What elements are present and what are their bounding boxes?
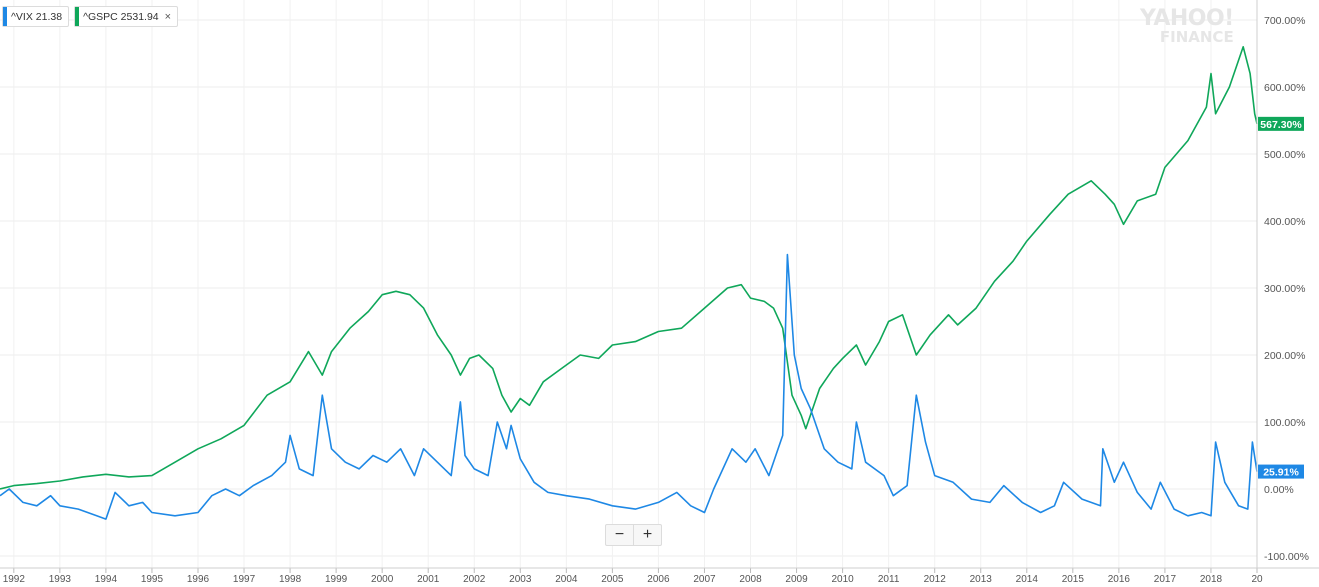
close-icon[interactable]: ×: [164, 10, 172, 23]
gspc-value: 2531.94: [120, 10, 159, 23]
grid: [0, 0, 1258, 570]
vix-symbol: ^VIX: [11, 10, 33, 23]
x-tick-label: 2016: [1108, 574, 1131, 585]
x-tick-label: 1993: [49, 574, 72, 585]
x-axis: 1992 1993 1994 1995 1996 1997 1998 1999 2000 2001…: [0, 567, 1319, 585]
series-line-vix: [0, 253, 1258, 520]
x-tick-label: 2013: [970, 574, 993, 585]
x-tick-label: 1995: [141, 574, 164, 585]
vix-color-swatch: [3, 7, 7, 26]
legend-chip-gspc[interactable]: ^GSPC 2531.94 ×: [74, 6, 179, 27]
x-tick-label: 1994: [95, 574, 118, 585]
x-tick-label: 2002: [463, 574, 486, 585]
x-tick-label: 2008: [739, 574, 762, 585]
zoom-divider: [633, 525, 634, 545]
vix-value: 21.38: [35, 10, 63, 23]
x-tick-label: 1996: [187, 574, 210, 585]
x-tick-label: 1997: [233, 574, 256, 585]
y-axis: 700.00% 600.00% 500.00% 400.00% 300.00% 200.0…: [1256, 0, 1309, 568]
x-tick-label: 2011: [878, 574, 900, 585]
series-line-gspc: [0, 46, 1258, 490]
last-value-label: 567.30%: [1260, 119, 1302, 131]
y-tick-label: 700.00%: [1264, 15, 1305, 27]
x-tick-label: 2003: [509, 574, 532, 585]
x-tick-label: 2001: [417, 574, 440, 585]
x-tick-label: 1992: [3, 574, 26, 585]
gspc-symbol: ^GSPC: [83, 10, 118, 23]
x-tick-label: 2014: [1016, 574, 1039, 585]
watermark-line2: FINANCE: [1159, 28, 1234, 46]
x-tick-label: 2005: [601, 574, 624, 585]
x-tick-label: 2015: [1062, 574, 1085, 585]
x-tick-label: 2017: [1154, 574, 1177, 585]
x-tick-label: 2009: [785, 574, 808, 585]
x-tick-label: 2006: [647, 574, 670, 585]
y-tick-label: 400.00%: [1264, 216, 1305, 228]
zoom-out-button[interactable]: −: [614, 526, 625, 543]
y-tick-label: -100.00%: [1264, 551, 1309, 563]
x-tick-label: 2010: [831, 574, 854, 585]
x-tick-label: 2000: [371, 574, 394, 585]
last-value-badges: 567.30% 25.91%: [1258, 116, 1304, 479]
y-tick-label: 0.00%: [1264, 484, 1294, 496]
y-tick-label: 500.00%: [1264, 149, 1305, 161]
zoom-in-button[interactable]: +: [642, 526, 653, 543]
x-tick-label: 1999: [325, 574, 348, 585]
last-value-label: 25.91%: [1263, 467, 1299, 479]
yahoo-finance-watermark: YAHOO! FINANCE: [1140, 8, 1234, 45]
watermark-line1: YAHOO!: [1140, 6, 1234, 31]
last-value-badge-vix: [1258, 464, 1304, 479]
y-tick-label: 600.00%: [1264, 82, 1305, 94]
x-tick-label: 2018: [1200, 574, 1223, 585]
series-layer: [0, 46, 1258, 520]
y-tick-label: 100.00%: [1264, 417, 1305, 429]
legend: ^VIX 21.38 ^GSPC 2531.94 ×: [2, 6, 179, 27]
y-tick-label: 300.00%: [1264, 283, 1305, 295]
x-tick-label: 1998: [279, 574, 302, 585]
x-tick-label: 2007: [693, 574, 716, 585]
gspc-color-swatch: [75, 7, 80, 26]
legend-chip-vix[interactable]: ^VIX 21.38: [2, 6, 70, 27]
x-tick-label: 2004: [555, 574, 578, 585]
last-value-badge-gspc: [1258, 116, 1304, 131]
zoom-controls: − +: [605, 524, 662, 546]
x-tick-label: 2012: [924, 574, 947, 585]
x-tick-label: 20: [1251, 574, 1263, 585]
y-tick-label: 200.00%: [1264, 350, 1305, 362]
